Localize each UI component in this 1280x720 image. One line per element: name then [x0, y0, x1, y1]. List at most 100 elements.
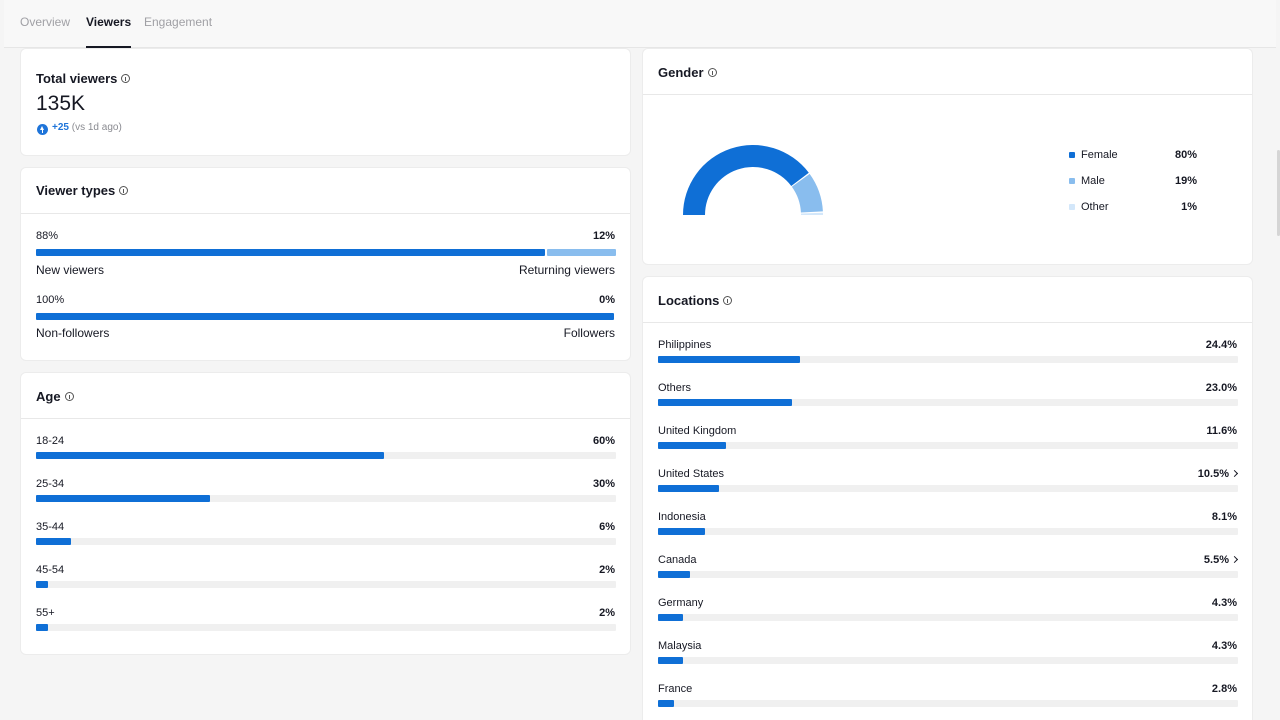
age-title-text: Age — [36, 389, 61, 404]
age-bar-track — [36, 624, 616, 631]
age-label: 18-24 — [36, 435, 65, 447]
age-value-text: 2% — [599, 564, 615, 576]
location-bar-fill — [658, 571, 690, 578]
location-bar-fill — [658, 442, 726, 449]
info-icon[interactable] — [707, 68, 717, 77]
returning-viewers-label: Returning viewers — [518, 263, 615, 277]
age-card: Age 18-24 60% 25-34 30% 35-44 6% 45-54 2% 55+ 2% — [20, 372, 631, 655]
new-viewers-fill — [36, 249, 546, 256]
age-bar-track — [36, 581, 616, 588]
location-value: 4.3% — [1212, 597, 1237, 609]
age-label: 45-54 — [36, 564, 65, 576]
viewer-types-bar — [36, 249, 616, 256]
age-bar-fill — [36, 538, 71, 545]
legend-value: 1% — [1181, 201, 1197, 213]
age-bar-fill — [36, 495, 210, 502]
location-value: 11.6% — [1206, 425, 1237, 437]
legend-value: 80% — [1174, 149, 1197, 161]
legend-swatch — [1069, 204, 1075, 210]
legend-label: Female — [1081, 149, 1118, 161]
location-value-text: 24.4% — [1205, 339, 1237, 351]
age-value: 2% — [599, 564, 615, 576]
location-label: Others — [658, 382, 692, 394]
age-value: 60% — [593, 435, 615, 447]
location-bar-track — [658, 485, 1238, 492]
location-bar-track — [658, 700, 1238, 707]
viewer-types-card: Viewer types 88% 12% New viewers Returni… — [20, 167, 631, 361]
locations-title: Locations — [658, 293, 733, 308]
locations-card: Locations Philippines 24.4% Others 23.0% Uni… — [642, 276, 1253, 720]
age-value-text: 6% — [599, 521, 615, 533]
age-value-text: 2% — [599, 607, 615, 619]
location-value-text: 4.3% — [1211, 640, 1237, 652]
location-label: Malaysia — [658, 640, 702, 652]
info-icon[interactable] — [64, 392, 74, 401]
age-value: 30% — [593, 478, 615, 490]
gender-slice-female[interactable] — [683, 145, 809, 215]
tab-engagement[interactable]: Engagement — [144, 15, 213, 29]
location-bar-fill — [658, 614, 684, 621]
legend-value: 19% — [1174, 175, 1197, 187]
info-icon[interactable] — [723, 296, 733, 305]
location-bar-track — [658, 399, 1238, 406]
age-bar-fill — [36, 452, 384, 459]
location-bar-fill — [658, 356, 800, 363]
location-bar-track — [658, 356, 1238, 363]
non-followers-fill — [36, 313, 614, 320]
new-viewers-label: New viewers — [36, 263, 105, 277]
gender-header — [643, 49, 1252, 95]
gender-title: Gender — [658, 65, 717, 80]
scrollbar[interactable] — [1277, 150, 1280, 236]
location-value-text: 10.5% — [1197, 468, 1229, 480]
age-bar-track — [36, 495, 616, 502]
gender-title-text: Gender — [658, 65, 704, 80]
age-title: Age — [36, 389, 74, 404]
location-bar-fill — [658, 528, 706, 535]
arrow-up-icon — [37, 124, 48, 135]
age-label: 25-34 — [36, 478, 65, 490]
location-value-text: 5.5% — [1203, 554, 1229, 566]
location-value-text: 23.0% — [1205, 382, 1237, 394]
location-bar-fill — [658, 700, 675, 707]
location-bar-fill — [658, 399, 792, 406]
follower-types-bar — [36, 313, 616, 320]
delta-note: (vs 1d ago) — [71, 122, 122, 133]
age-label: 35-44 — [36, 521, 65, 533]
tab-bar: Overview Viewers Engagement — [4, 0, 1276, 48]
non-followers-label: Non-followers — [36, 326, 110, 340]
gender-slice-other[interactable] — [800, 212, 823, 215]
locations-header — [643, 277, 1252, 323]
gender-donut-chart — [683, 145, 823, 215]
viewer-types-header — [21, 168, 630, 214]
tab-overview[interactable]: Overview — [20, 15, 71, 29]
age-label: 55+ — [36, 607, 55, 619]
chevron-right-icon[interactable] — [1230, 469, 1239, 478]
location-value: 23.0% — [1206, 382, 1237, 394]
returning-viewers-fill — [547, 249, 616, 256]
location-label: Germany — [658, 597, 704, 609]
location-label: United States — [658, 468, 725, 480]
location-value: 24.4% — [1206, 339, 1237, 351]
location-label: Canada — [658, 554, 697, 566]
total-viewers-card: Total viewers 135K +25 (vs 1d ago) — [20, 48, 631, 156]
location-value[interactable]: 10.5% — [1197, 468, 1239, 480]
info-icon[interactable] — [121, 74, 131, 83]
age-value-text: 60% — [592, 435, 615, 447]
followers-pct: 0% — [599, 294, 615, 306]
new-viewers-pct: 88% — [36, 230, 59, 242]
info-icon[interactable] — [119, 186, 129, 195]
location-label: Indonesia — [658, 511, 706, 523]
total-viewers-title: Total viewers — [36, 71, 131, 86]
locations-title-text: Locations — [658, 293, 720, 308]
legend-label: Male — [1081, 175, 1105, 187]
total-viewers-title-text: Total viewers — [36, 71, 118, 86]
non-followers-pct: 100% — [36, 294, 65, 306]
gender-slice-male[interactable] — [791, 173, 823, 213]
location-value-text: 8.1% — [1211, 511, 1237, 523]
legend-label: Other — [1081, 201, 1109, 213]
tab-viewers[interactable]: Viewers — [86, 0, 132, 48]
location-value-text: 11.6% — [1206, 425, 1237, 437]
chevron-right-icon[interactable] — [1230, 555, 1239, 564]
age-bar-track — [36, 452, 616, 459]
location-value[interactable]: 5.5% — [1203, 554, 1239, 566]
